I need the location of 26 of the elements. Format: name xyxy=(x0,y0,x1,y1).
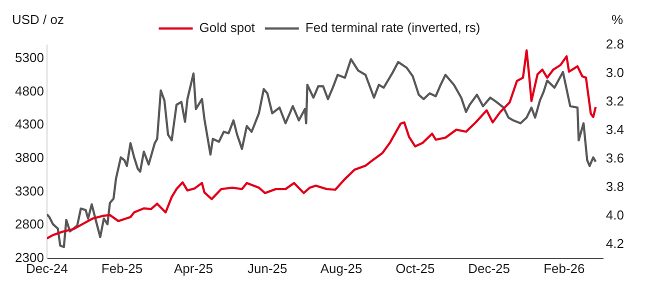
y2-tick-label: 3.8 xyxy=(606,178,624,194)
x-tick-label: Apr-25 xyxy=(174,260,214,276)
y-tick-label: 5300 xyxy=(15,50,44,65)
legend-label: Fed terminal rate (inverted, rs) xyxy=(305,20,480,36)
y-tick-label: 2800 xyxy=(15,216,44,232)
x-tick-label: Oct-25 xyxy=(396,260,435,276)
y2-tick-label: 3.0 xyxy=(606,65,624,80)
legend-label: Gold spot xyxy=(199,20,256,36)
x-tick-label: Aug-25 xyxy=(320,260,362,276)
y2-axis-title: % xyxy=(611,12,623,27)
y-tick-label: 4300 xyxy=(15,116,44,132)
x-tick-label: Feb-26 xyxy=(544,260,585,276)
y2-tick-label: 3.2 xyxy=(606,93,624,108)
y-tick-label: 4800 xyxy=(15,83,44,98)
y2-tick-label: 4.0 xyxy=(606,207,624,222)
y2-tick-label: 4.2 xyxy=(606,236,624,251)
x-tick-label: Jun-25 xyxy=(248,260,288,276)
y-tick-label: 2300 xyxy=(15,250,44,265)
y2-tick-label: 3.4 xyxy=(606,122,624,137)
y2-tick-label: 3.6 xyxy=(606,150,624,166)
x-tick-label: Feb-25 xyxy=(101,260,143,276)
x-tick-label: Dec-25 xyxy=(468,260,510,276)
y-axis-title: USD / oz xyxy=(12,12,64,27)
y2-tick-label: 2.8 xyxy=(606,36,624,52)
y-tick-label: 3800 xyxy=(15,150,44,165)
y-tick-label: 3300 xyxy=(15,183,44,198)
